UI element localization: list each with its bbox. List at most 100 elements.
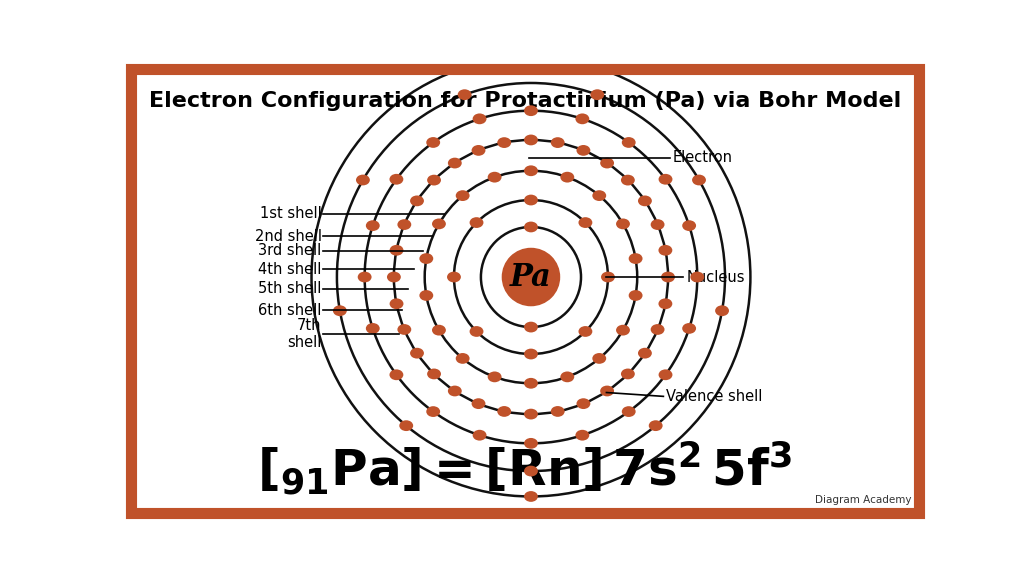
Ellipse shape bbox=[427, 369, 441, 380]
Ellipse shape bbox=[447, 158, 462, 168]
Ellipse shape bbox=[357, 272, 372, 282]
Ellipse shape bbox=[600, 385, 614, 396]
Ellipse shape bbox=[592, 353, 606, 364]
Ellipse shape bbox=[458, 89, 471, 100]
Ellipse shape bbox=[658, 245, 673, 256]
Text: 6th shell: 6th shell bbox=[258, 302, 322, 317]
Ellipse shape bbox=[333, 305, 347, 316]
Ellipse shape bbox=[650, 324, 665, 335]
Ellipse shape bbox=[447, 272, 461, 282]
Ellipse shape bbox=[524, 378, 538, 389]
Ellipse shape bbox=[366, 323, 380, 334]
Ellipse shape bbox=[524, 348, 538, 359]
Ellipse shape bbox=[487, 372, 502, 382]
Text: 3rd shell: 3rd shell bbox=[258, 243, 322, 259]
Ellipse shape bbox=[472, 398, 485, 409]
Ellipse shape bbox=[447, 385, 462, 396]
Ellipse shape bbox=[560, 372, 574, 382]
Ellipse shape bbox=[591, 89, 604, 100]
Ellipse shape bbox=[397, 324, 412, 335]
Ellipse shape bbox=[658, 298, 673, 309]
Ellipse shape bbox=[629, 290, 642, 301]
Ellipse shape bbox=[600, 158, 614, 168]
Text: Valence shell: Valence shell bbox=[667, 389, 763, 404]
Ellipse shape bbox=[427, 175, 441, 185]
Text: 5th shell: 5th shell bbox=[258, 281, 322, 296]
Ellipse shape bbox=[616, 218, 630, 229]
Ellipse shape bbox=[682, 220, 696, 231]
Ellipse shape bbox=[389, 174, 403, 185]
Ellipse shape bbox=[389, 298, 403, 309]
Ellipse shape bbox=[420, 253, 433, 264]
Ellipse shape bbox=[524, 491, 538, 502]
Ellipse shape bbox=[690, 272, 705, 282]
Text: Electron Configuration for Protactinium (Pa) via Bohr Model: Electron Configuration for Protactinium … bbox=[148, 90, 901, 111]
Ellipse shape bbox=[387, 272, 400, 282]
Ellipse shape bbox=[692, 175, 706, 185]
Text: 1st shell: 1st shell bbox=[260, 206, 322, 221]
Ellipse shape bbox=[397, 219, 412, 230]
Ellipse shape bbox=[524, 52, 538, 63]
Circle shape bbox=[365, 111, 697, 444]
Ellipse shape bbox=[524, 135, 538, 145]
Ellipse shape bbox=[473, 113, 486, 124]
Ellipse shape bbox=[456, 190, 470, 201]
Ellipse shape bbox=[579, 217, 592, 228]
Text: Pa: Pa bbox=[510, 262, 552, 293]
Ellipse shape bbox=[420, 290, 433, 301]
Ellipse shape bbox=[638, 195, 652, 206]
Ellipse shape bbox=[622, 406, 636, 417]
Text: Diagram Academy: Diagram Academy bbox=[815, 495, 911, 505]
Ellipse shape bbox=[410, 348, 424, 358]
Ellipse shape bbox=[366, 220, 380, 231]
Ellipse shape bbox=[432, 218, 445, 229]
Ellipse shape bbox=[551, 406, 564, 417]
Ellipse shape bbox=[662, 272, 675, 282]
FancyBboxPatch shape bbox=[451, 200, 611, 354]
Ellipse shape bbox=[616, 325, 630, 336]
Ellipse shape bbox=[592, 190, 606, 201]
Ellipse shape bbox=[524, 438, 538, 449]
Ellipse shape bbox=[601, 272, 614, 282]
Ellipse shape bbox=[456, 353, 470, 364]
Ellipse shape bbox=[432, 325, 445, 336]
Ellipse shape bbox=[577, 145, 591, 156]
Ellipse shape bbox=[487, 172, 502, 183]
Circle shape bbox=[394, 140, 668, 414]
Text: $\mathbf{[_{91}Pa] = [Rn]\,7s^2\,5f^3}$: $\mathbf{[_{91}Pa] = [Rn]\,7s^2\,5f^3}$ bbox=[257, 440, 793, 497]
Ellipse shape bbox=[524, 465, 538, 476]
Ellipse shape bbox=[498, 137, 511, 148]
Ellipse shape bbox=[399, 420, 413, 431]
Ellipse shape bbox=[629, 253, 642, 264]
Ellipse shape bbox=[524, 409, 538, 419]
Circle shape bbox=[311, 58, 751, 497]
Ellipse shape bbox=[356, 175, 370, 185]
Ellipse shape bbox=[389, 369, 403, 380]
Circle shape bbox=[481, 227, 581, 327]
Ellipse shape bbox=[470, 217, 483, 228]
Ellipse shape bbox=[575, 430, 589, 441]
Ellipse shape bbox=[524, 222, 538, 232]
Ellipse shape bbox=[575, 113, 589, 124]
Ellipse shape bbox=[524, 105, 538, 116]
Ellipse shape bbox=[498, 406, 511, 417]
Ellipse shape bbox=[579, 326, 592, 337]
Text: Electron: Electron bbox=[673, 150, 732, 165]
Ellipse shape bbox=[472, 145, 485, 156]
Ellipse shape bbox=[649, 420, 663, 431]
Ellipse shape bbox=[560, 172, 574, 183]
Circle shape bbox=[425, 170, 637, 383]
Text: 2nd shell: 2nd shell bbox=[255, 229, 322, 244]
Ellipse shape bbox=[638, 348, 652, 358]
Circle shape bbox=[454, 200, 608, 354]
Ellipse shape bbox=[524, 321, 538, 332]
Ellipse shape bbox=[389, 245, 403, 256]
Ellipse shape bbox=[650, 219, 665, 230]
Ellipse shape bbox=[410, 195, 424, 206]
Text: Nucleus: Nucleus bbox=[686, 270, 745, 285]
Ellipse shape bbox=[524, 195, 538, 206]
Ellipse shape bbox=[658, 369, 673, 380]
Circle shape bbox=[337, 83, 725, 471]
Ellipse shape bbox=[426, 406, 440, 417]
Ellipse shape bbox=[524, 165, 538, 176]
